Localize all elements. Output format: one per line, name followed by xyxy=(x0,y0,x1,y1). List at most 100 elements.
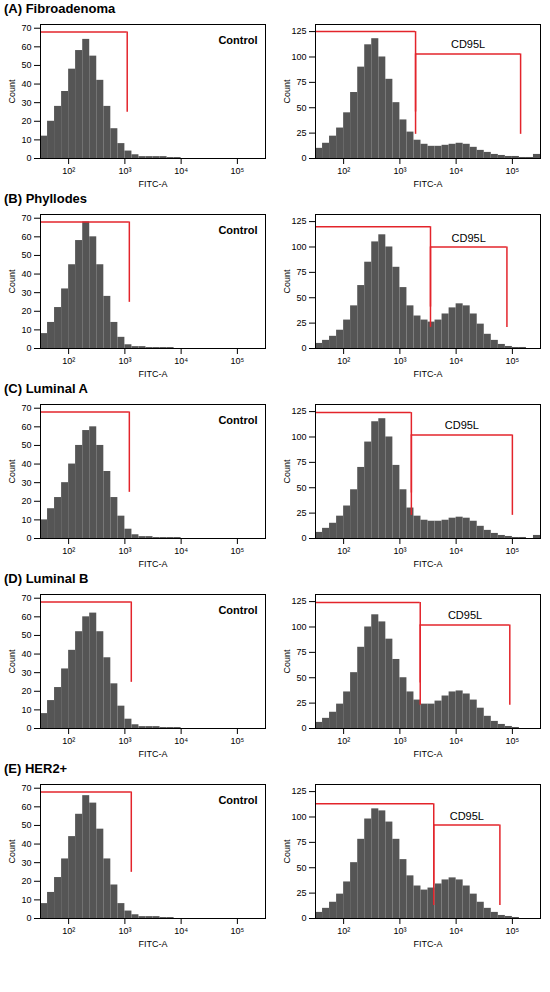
svg-text:10⁴: 10⁴ xyxy=(449,166,463,176)
svg-text:Count: Count xyxy=(7,649,17,674)
svg-text:Count: Count xyxy=(7,269,17,294)
svg-text:FITC-A: FITC-A xyxy=(414,179,443,189)
svg-text:10⁴: 10⁴ xyxy=(174,356,188,366)
svg-text:40: 40 xyxy=(21,79,31,89)
svg-text:0: 0 xyxy=(26,723,31,733)
svg-text:10⁵: 10⁵ xyxy=(231,736,245,746)
svg-text:50: 50 xyxy=(21,630,31,640)
svg-text:10⁵: 10⁵ xyxy=(231,166,245,176)
svg-text:10⁴: 10⁴ xyxy=(449,546,463,556)
svg-text:10²: 10² xyxy=(337,546,350,556)
svg-text:Count: Count xyxy=(282,269,292,294)
svg-text:10³: 10³ xyxy=(118,736,131,746)
svg-text:CD95L: CD95L xyxy=(445,419,479,431)
svg-text:0: 0 xyxy=(301,533,306,543)
svg-text:100: 100 xyxy=(291,812,306,822)
svg-text:40: 40 xyxy=(21,269,31,279)
svg-text:10²: 10² xyxy=(62,736,75,746)
svg-text:10²: 10² xyxy=(62,926,75,936)
svg-text:10⁴: 10⁴ xyxy=(174,736,188,746)
svg-text:10⁴: 10⁴ xyxy=(174,926,188,936)
svg-text:20: 20 xyxy=(21,116,31,126)
svg-text:70: 70 xyxy=(21,23,31,33)
svg-text:100: 100 xyxy=(291,52,306,62)
svg-text:125: 125 xyxy=(291,216,306,226)
svg-text:125: 125 xyxy=(291,596,306,606)
svg-text:FITC-A: FITC-A xyxy=(414,559,443,569)
svg-text:Count: Count xyxy=(7,79,17,104)
svg-text:25: 25 xyxy=(296,508,306,518)
svg-text:60: 60 xyxy=(21,42,31,52)
svg-text:0: 0 xyxy=(26,913,31,923)
svg-text:10²: 10² xyxy=(337,926,350,936)
svg-text:125: 125 xyxy=(291,786,306,796)
svg-text:50: 50 xyxy=(296,673,306,683)
svg-text:10²: 10² xyxy=(337,356,350,366)
svg-text:100: 100 xyxy=(291,432,306,442)
svg-text:10³: 10³ xyxy=(118,166,131,176)
svg-text:FITC-A: FITC-A xyxy=(139,749,168,759)
svg-text:20: 20 xyxy=(21,876,31,886)
svg-text:10⁵: 10⁵ xyxy=(506,546,520,556)
svg-text:50: 50 xyxy=(21,250,31,260)
svg-text:10: 10 xyxy=(21,135,31,145)
svg-text:10²: 10² xyxy=(62,546,75,556)
svg-text:25: 25 xyxy=(296,698,306,708)
svg-text:Count: Count xyxy=(282,79,292,104)
svg-text:10²: 10² xyxy=(337,736,350,746)
svg-text:75: 75 xyxy=(296,267,306,277)
svg-text:25: 25 xyxy=(296,318,306,328)
svg-text:Count: Count xyxy=(282,459,292,484)
svg-text:10²: 10² xyxy=(62,356,75,366)
svg-text:Count: Count xyxy=(282,839,292,864)
svg-text:Count: Count xyxy=(7,839,17,864)
svg-text:FITC-A: FITC-A xyxy=(139,559,168,569)
svg-text:10⁴: 10⁴ xyxy=(174,546,188,556)
svg-text:70: 70 xyxy=(21,783,31,793)
svg-text:40: 40 xyxy=(21,649,31,659)
svg-text:10: 10 xyxy=(21,515,31,525)
svg-text:75: 75 xyxy=(296,837,306,847)
svg-text:Control: Control xyxy=(218,794,257,806)
svg-text:60: 60 xyxy=(21,422,31,432)
svg-text:CD95L: CD95L xyxy=(448,609,482,621)
svg-text:125: 125 xyxy=(291,406,306,416)
svg-text:FITC-A: FITC-A xyxy=(414,939,443,949)
svg-text:75: 75 xyxy=(296,77,306,87)
svg-text:20: 20 xyxy=(21,686,31,696)
svg-text:10⁵: 10⁵ xyxy=(506,926,520,936)
svg-text:Count: Count xyxy=(7,459,17,484)
svg-text:40: 40 xyxy=(21,839,31,849)
svg-text:100: 100 xyxy=(291,242,306,252)
svg-text:20: 20 xyxy=(21,306,31,316)
svg-text:10: 10 xyxy=(21,325,31,335)
svg-text:0: 0 xyxy=(26,153,31,163)
svg-text:10²: 10² xyxy=(337,166,350,176)
svg-text:60: 60 xyxy=(21,232,31,242)
svg-text:10⁴: 10⁴ xyxy=(449,736,463,746)
svg-text:10³: 10³ xyxy=(393,356,406,366)
svg-text:Control: Control xyxy=(218,414,257,426)
svg-text:10⁵: 10⁵ xyxy=(231,926,245,936)
svg-text:10⁵: 10⁵ xyxy=(231,356,245,366)
svg-text:30: 30 xyxy=(21,98,31,108)
svg-text:75: 75 xyxy=(296,457,306,467)
svg-text:10: 10 xyxy=(21,895,31,905)
svg-text:70: 70 xyxy=(21,593,31,603)
svg-text:25: 25 xyxy=(296,888,306,898)
svg-text:10³: 10³ xyxy=(393,926,406,936)
svg-text:10⁴: 10⁴ xyxy=(174,166,188,176)
svg-text:0: 0 xyxy=(26,533,31,543)
svg-text:0: 0 xyxy=(301,153,306,163)
svg-text:10³: 10³ xyxy=(393,736,406,746)
svg-text:0: 0 xyxy=(301,723,306,733)
svg-text:100: 100 xyxy=(291,622,306,632)
svg-text:0: 0 xyxy=(301,913,306,923)
svg-text:50: 50 xyxy=(296,483,306,493)
svg-text:10²: 10² xyxy=(62,166,75,176)
svg-text:50: 50 xyxy=(21,440,31,450)
svg-text:70: 70 xyxy=(21,213,31,223)
svg-text:30: 30 xyxy=(21,288,31,298)
svg-text:FITC-A: FITC-A xyxy=(139,179,168,189)
svg-text:CD95L: CD95L xyxy=(452,232,486,244)
